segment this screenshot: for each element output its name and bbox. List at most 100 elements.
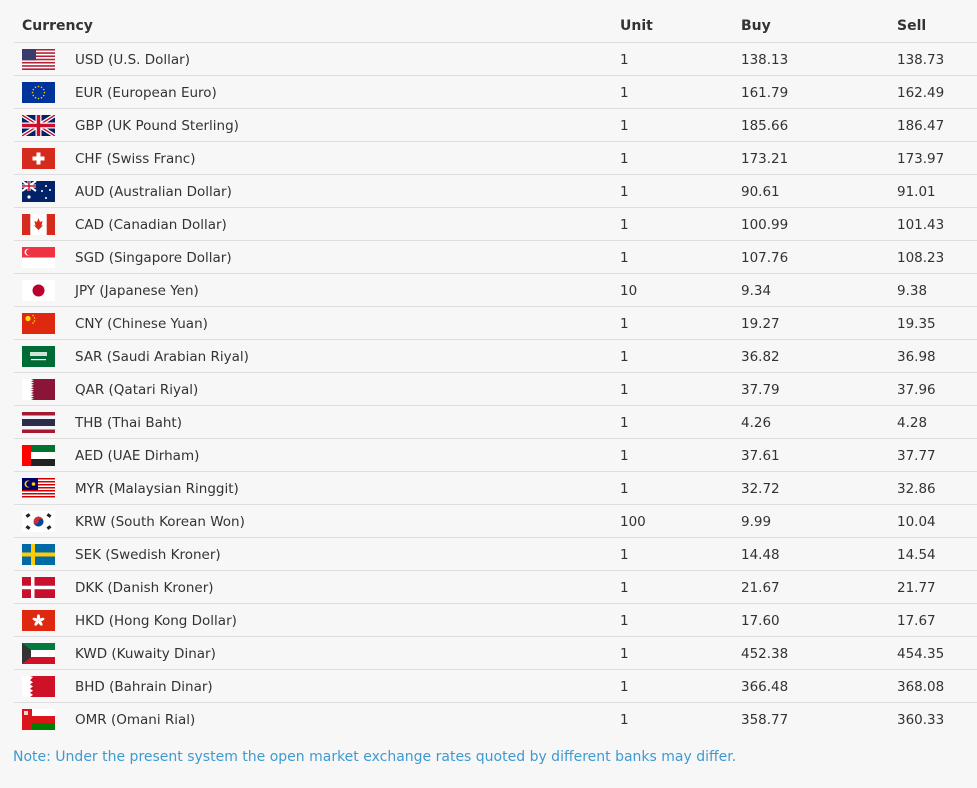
currency-unit: 1	[620, 184, 629, 200]
au-flag-icon	[22, 181, 55, 202]
cn-flag-icon	[22, 313, 55, 334]
uk-flag-icon	[22, 115, 55, 136]
buy-rate: 21.67	[741, 580, 780, 596]
header-buy: Buy	[741, 18, 771, 34]
currency-name: CAD (Canadian Dollar)	[75, 217, 227, 233]
jp-flag-icon	[22, 280, 55, 301]
sell-rate: 37.77	[897, 448, 936, 464]
currency-name: BHD (Bahrain Dinar)	[75, 679, 213, 695]
ca-flag-icon	[22, 214, 55, 235]
currency-name: JPY (Japanese Yen)	[75, 283, 199, 299]
table-row: SEK (Swedish Kroner) 1 14.48 14.54	[14, 538, 977, 571]
sell-rate: 101.43	[897, 217, 945, 233]
sg-flag-icon	[22, 247, 55, 268]
table-row: HKD (Hong Kong Dollar) 1 17.60 17.67	[14, 604, 977, 637]
kw-flag-icon	[22, 643, 55, 664]
sell-rate: 37.96	[897, 382, 936, 398]
sell-rate: 368.08	[897, 679, 945, 695]
sell-rate: 17.67	[897, 613, 936, 629]
currency-name: SEK (Swedish Kroner)	[75, 547, 221, 563]
buy-rate: 4.26	[741, 415, 772, 431]
bh-flag-icon	[22, 676, 55, 697]
currency-name: MYR (Malaysian Ringgit)	[75, 481, 239, 497]
sa-flag-icon	[22, 346, 55, 367]
table-row: OMR (Omani Rial) 1 358.77 360.33	[14, 703, 977, 735]
my-flag-icon	[22, 478, 55, 499]
currency-unit: 1	[620, 85, 629, 101]
buy-rate: 452.38	[741, 646, 789, 662]
currency-unit: 10	[620, 283, 638, 299]
currency-name: KRW (South Korean Won)	[75, 514, 245, 530]
table-row: BHD (Bahrain Dinar) 1 366.48 368.08	[14, 670, 977, 703]
sell-rate: 138.73	[897, 52, 945, 68]
table-header: Currency Unit Buy Sell	[14, 0, 977, 43]
kr-flag-icon	[22, 511, 55, 532]
sell-rate: 186.47	[897, 118, 945, 134]
currency-name: GBP (UK Pound Sterling)	[75, 118, 239, 134]
currency-name: CNY (Chinese Yuan)	[75, 316, 208, 332]
table-row: KWD (Kuwaity Dinar) 1 452.38 454.35	[14, 637, 977, 670]
table-row: CHF (Swiss Franc) 1 173.21 173.97	[14, 142, 977, 175]
sell-rate: 32.86	[897, 481, 936, 497]
dk-flag-icon	[22, 577, 55, 598]
header-currency: Currency	[22, 18, 93, 34]
currency-unit: 1	[620, 52, 629, 68]
om-flag-icon	[22, 709, 55, 730]
table-row: KRW (South Korean Won) 100 9.99 10.04	[14, 505, 977, 538]
buy-rate: 32.72	[741, 481, 780, 497]
ae-flag-icon	[22, 445, 55, 466]
buy-rate: 14.48	[741, 547, 780, 563]
sell-rate: 14.54	[897, 547, 936, 563]
qa-flag-icon	[22, 379, 55, 400]
sell-rate: 173.97	[897, 151, 945, 167]
table-row: THB (Thai Baht) 1 4.26 4.28	[14, 406, 977, 439]
currency-unit: 1	[620, 547, 629, 563]
us-flag-icon	[22, 49, 55, 70]
currency-name: CHF (Swiss Franc)	[75, 151, 196, 167]
sell-rate: 4.28	[897, 415, 928, 431]
currency-unit: 1	[620, 712, 629, 728]
table-row: AED (UAE Dirham) 1 37.61 37.77	[14, 439, 977, 472]
sell-rate: 162.49	[897, 85, 945, 101]
currency-name: THB (Thai Baht)	[75, 415, 182, 431]
table-row: SAR (Saudi Arabian Riyal) 1 36.82 36.98	[14, 340, 977, 373]
sell-rate: 19.35	[897, 316, 936, 332]
currency-unit: 1	[620, 613, 629, 629]
currency-name: EUR (European Euro)	[75, 85, 217, 101]
hk-flag-icon	[22, 610, 55, 631]
currency-unit: 1	[620, 679, 629, 695]
sell-rate: 454.35	[897, 646, 945, 662]
buy-rate: 173.21	[741, 151, 789, 167]
buy-rate: 9.34	[741, 283, 772, 299]
currency-name: AUD (Australian Dollar)	[75, 184, 232, 200]
table-row: GBP (UK Pound Sterling) 1 185.66 186.47	[14, 109, 977, 142]
currency-unit: 100	[620, 514, 646, 530]
table-row: DKK (Danish Kroner) 1 21.67 21.77	[14, 571, 977, 604]
currency-name: SAR (Saudi Arabian Riyal)	[75, 349, 249, 365]
currency-name: QAR (Qatari Riyal)	[75, 382, 199, 398]
table-row: SGD (Singapore Dollar) 1 107.76 108.23	[14, 241, 977, 274]
header-unit: Unit	[620, 18, 653, 34]
currency-name: DKK (Danish Kroner)	[75, 580, 214, 596]
currency-unit: 1	[620, 646, 629, 662]
buy-rate: 358.77	[741, 712, 789, 728]
table-row: QAR (Qatari Riyal) 1 37.79 37.96	[14, 373, 977, 406]
currency-unit: 1	[620, 316, 629, 332]
currency-unit: 1	[620, 250, 629, 266]
table-row: CAD (Canadian Dollar) 1 100.99 101.43	[14, 208, 977, 241]
sell-rate: 21.77	[897, 580, 936, 596]
table-row: JPY (Japanese Yen) 10 9.34 9.38	[14, 274, 977, 307]
table-row: USD (U.S. Dollar) 1 138.13 138.73	[14, 43, 977, 76]
sell-rate: 36.98	[897, 349, 936, 365]
buy-rate: 185.66	[741, 118, 789, 134]
header-sell: Sell	[897, 18, 927, 34]
currency-name: HKD (Hong Kong Dollar)	[75, 613, 237, 629]
currency-unit: 1	[620, 118, 629, 134]
table-row: MYR (Malaysian Ringgit) 1 32.72 32.86	[14, 472, 977, 505]
buy-rate: 37.61	[741, 448, 780, 464]
buy-rate: 9.99	[741, 514, 772, 530]
currency-name: KWD (Kuwaity Dinar)	[75, 646, 216, 662]
buy-rate: 107.76	[741, 250, 789, 266]
buy-rate: 161.79	[741, 85, 789, 101]
currency-name: AED (UAE Dirham)	[75, 448, 200, 464]
